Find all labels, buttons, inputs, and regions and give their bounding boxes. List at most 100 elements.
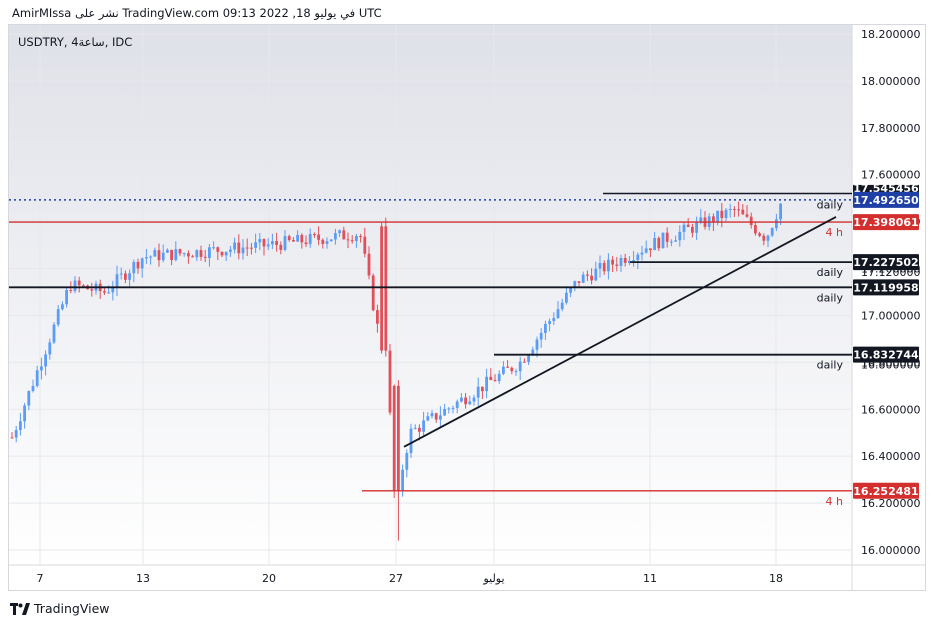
candle-body-150	[640, 252, 644, 255]
candle-body-63	[275, 241, 278, 245]
x-tick-label-3: 27	[389, 572, 403, 585]
x-tick-label-2: 20	[262, 572, 276, 585]
candle-body-153	[653, 237, 656, 251]
last-price-badge	[853, 191, 919, 208]
candle-body-143	[611, 259, 614, 265]
candle-body-154	[657, 237, 661, 249]
y-tick-label-5: 17.000000	[861, 309, 921, 322]
candle-body-178	[758, 233, 761, 236]
level-badge-2	[853, 279, 919, 296]
candle-body-134	[573, 281, 577, 288]
candle-body-181	[770, 228, 774, 236]
candle-body-86	[371, 275, 375, 311]
candle-body-99	[426, 416, 430, 421]
candle-body-137	[586, 274, 589, 276]
candle-body-76	[329, 239, 333, 242]
candle-body-44	[195, 250, 199, 258]
candle-body-23	[107, 292, 110, 294]
y-tick-label-8: 17.600000	[861, 169, 921, 182]
candle-body-84	[363, 236, 367, 254]
candle-body-140	[598, 262, 602, 269]
symbol-label[interactable]: USDTRY, 4ساعة, IDC	[18, 35, 133, 49]
candle-body-71	[308, 234, 312, 245]
candle-body-29	[132, 261, 136, 274]
candle-body-46	[203, 256, 207, 258]
candle-body-97	[418, 427, 421, 432]
candle-body-15	[73, 280, 77, 292]
candle-body-170	[724, 209, 728, 218]
candle-body-182	[775, 219, 778, 229]
candles	[10, 201, 782, 541]
candle-body-9	[48, 342, 52, 355]
candle-body-1	[14, 429, 18, 438]
candle-body-55	[241, 247, 245, 254]
candle-body-38	[170, 249, 173, 261]
candle-body-114	[489, 376, 493, 381]
candle-body-158	[674, 240, 677, 242]
candle-body-22	[103, 291, 106, 293]
candle-body-31	[140, 258, 144, 269]
candle-body-67	[292, 239, 295, 242]
candle-body-126	[539, 332, 543, 340]
level-badge-0	[853, 214, 919, 231]
candle-body-133	[569, 287, 572, 293]
candle-body-145	[619, 257, 623, 266]
candle-body-35	[157, 250, 161, 261]
candle-body-89	[384, 226, 388, 351]
candle-body-175	[745, 214, 749, 217]
candle-body-0	[10, 437, 14, 439]
candle-body-30	[136, 261, 140, 269]
y-tick-label-9: 17.800000	[861, 122, 921, 135]
candle-body-119	[510, 367, 514, 372]
candle-body-48	[212, 247, 215, 249]
y-tick-label-1: 16.200000	[861, 497, 921, 510]
level-badge-1	[853, 254, 919, 271]
candle-body-172	[733, 209, 736, 211]
time-axis[interactable]: 7 13 20 27 يوليو 11 18	[37, 572, 784, 585]
x-tick-label-6: 18	[769, 572, 783, 585]
candle-body-138	[590, 275, 593, 281]
candle-body-117	[502, 366, 505, 374]
candle-body-74	[321, 239, 325, 244]
candle-body-40	[178, 249, 182, 254]
candle-body-146	[623, 257, 627, 263]
candle-body-105	[451, 407, 455, 409]
x-tick-label-0: 7	[37, 572, 44, 585]
candle-body-24	[111, 288, 115, 293]
candle-body-106	[455, 401, 459, 408]
candle-body-81	[350, 240, 354, 242]
plot-background	[9, 25, 852, 565]
candle-body-77	[334, 233, 337, 240]
candle-body-139	[594, 268, 598, 281]
level-badge-label-4: 16.252481	[853, 485, 918, 498]
candle-body-57	[250, 247, 253, 249]
logo-text: TradingView	[34, 601, 110, 616]
last-price-partial-label: 17.545456	[853, 182, 919, 195]
candle-body-17	[82, 285, 85, 287]
candle-body-96	[413, 427, 417, 429]
candle-body-125	[535, 339, 539, 350]
candle-body-42	[187, 253, 190, 257]
candle-body-121	[518, 361, 522, 372]
candle-body-155	[661, 232, 665, 249]
candle-body-79	[342, 230, 346, 240]
candle-body-98	[422, 420, 425, 432]
tradingview-logo[interactable]: TradingView	[10, 601, 110, 616]
candle-body-115	[493, 380, 497, 382]
candle-body-8	[44, 354, 47, 367]
candle-body-141	[602, 262, 606, 272]
candle-body-151	[644, 248, 648, 253]
candle-body-25	[115, 274, 119, 289]
candle-body-33	[149, 256, 152, 258]
x-tick-label-1: 13	[136, 572, 150, 585]
candle-body-149	[636, 254, 640, 261]
candle-body-148	[632, 260, 635, 262]
candle-body-95	[409, 428, 413, 454]
candle-body-104	[447, 408, 451, 410]
level-annotation-3: daily	[817, 359, 844, 372]
candle-body-27	[124, 273, 127, 280]
candle-body-94	[405, 453, 409, 470]
candle-body-123	[527, 355, 530, 362]
candle-body-124	[531, 349, 535, 356]
